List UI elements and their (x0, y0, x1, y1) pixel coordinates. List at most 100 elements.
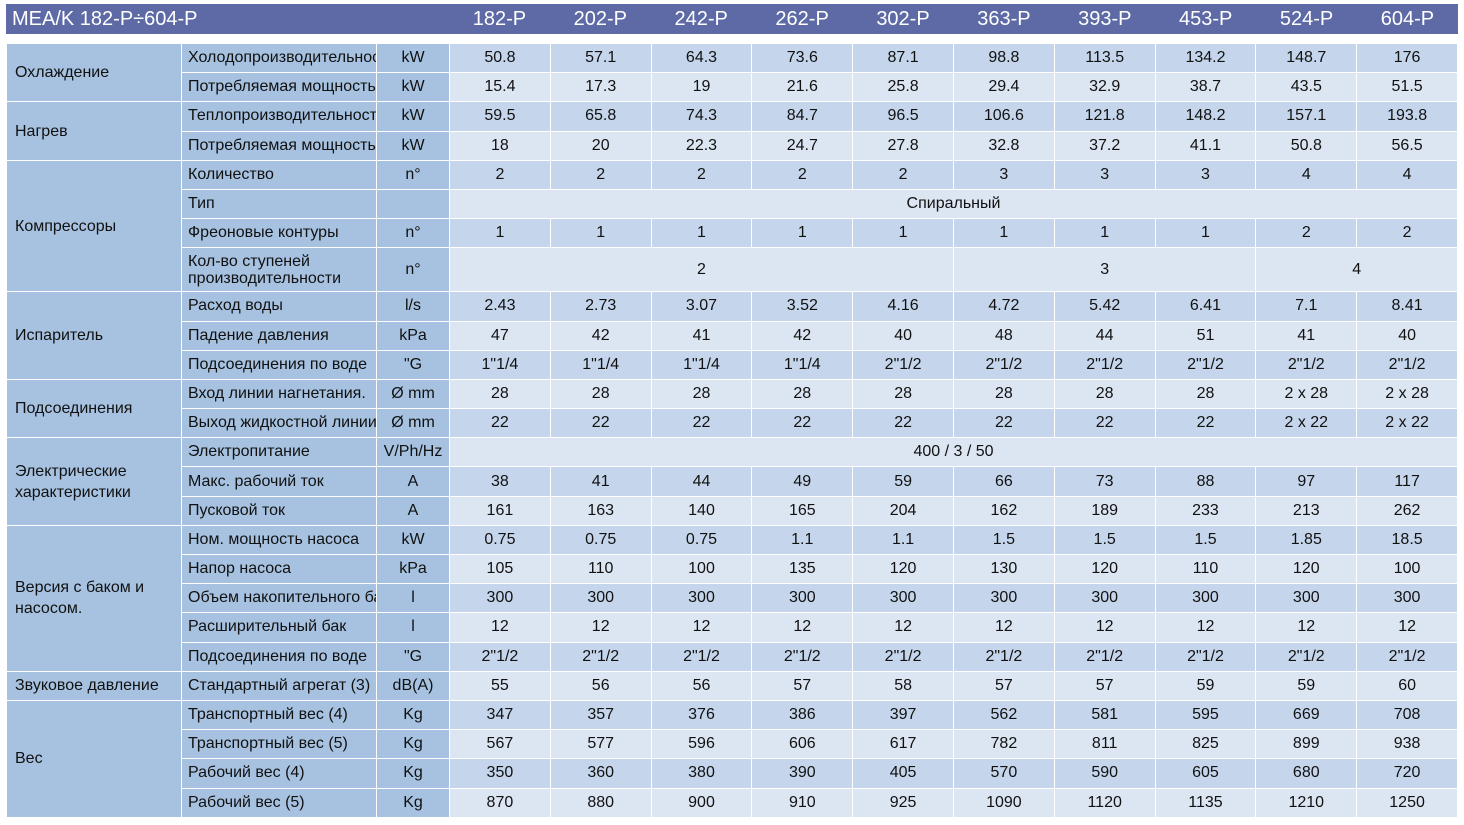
unit-label: kW (376, 130, 450, 161)
page-title: MEA/K 182-P÷604-P (12, 7, 198, 30)
value-cell: 12 (449, 612, 551, 643)
value-cell: 56.5 (1356, 130, 1458, 161)
value-cell: 56 (650, 670, 753, 701)
value-cell: 233 (1154, 495, 1257, 526)
value-cell: 18 (449, 130, 551, 161)
value-cell: 680 (1255, 758, 1358, 789)
value-cell: 41 (1255, 320, 1358, 351)
table-row: Подсоединения по воде "G 1"1/4 1"1/4 1"1/4 1"… (7, 349, 1458, 380)
value-cell: 59.5 (449, 101, 551, 132)
value-cell: 3.52 (751, 291, 854, 322)
value-cell: 21.6 (751, 72, 854, 103)
table-row: Макс. рабочий ток A 38 41 44 49 59 66 73 88 97 117 (7, 466, 1458, 497)
value-cell: 110 (1154, 553, 1257, 585)
value-cell: 12 (1255, 612, 1358, 643)
merged-value-cell: 3 (952, 247, 1257, 293)
value-cell: 376 (650, 699, 753, 731)
value-cell: 669 (1255, 699, 1358, 731)
unit-label: A (376, 495, 450, 526)
value-cell: 43.5 (1255, 72, 1358, 103)
unit-label: "G (376, 641, 450, 672)
unit-label: l/s (376, 291, 450, 322)
value-cell: 32.8 (952, 130, 1055, 161)
value-cell: 40 (1356, 320, 1458, 351)
unit-label: n° (376, 247, 450, 293)
value-cell: 65.8 (549, 101, 652, 132)
value-cell: 1 (650, 218, 753, 249)
value-cell: 2"1/2 (1356, 349, 1458, 380)
value-cell: 0.75 (549, 524, 652, 556)
parameter-label: Стандартный агрегат (3) (181, 670, 377, 701)
table-row: Напор насоса kPa 105 110 100 135 120 130 120 110 1… (7, 553, 1458, 585)
value-cell: 100 (650, 553, 753, 585)
unit-label: kPa (376, 553, 450, 585)
value-cell: 2 (449, 159, 551, 190)
value-cell: 1.5 (1154, 524, 1257, 556)
group-label: Вес (6, 699, 182, 818)
value-cell: 925 (852, 787, 954, 818)
value-cell: 12 (549, 612, 652, 643)
value-cell: 37.2 (1053, 130, 1156, 161)
value-cell: 22 (549, 408, 652, 439)
value-cell: 300 (952, 583, 1055, 614)
value-cell: 2 x 22 (1356, 408, 1458, 439)
parameter-label: Транспортный вес (4) (181, 699, 377, 731)
value-cell: 3 (1053, 159, 1156, 190)
value-cell: 7.1 (1255, 291, 1358, 322)
value-cell: 606 (751, 729, 854, 760)
parameter-label: Теплопроизводительность (2) (181, 101, 377, 132)
value-cell: 48 (952, 320, 1055, 351)
value-cell: 2 (1356, 218, 1458, 249)
value-cell: 570 (952, 758, 1055, 789)
value-cell: 360 (549, 758, 652, 789)
value-cell: 2"1/2 (952, 641, 1055, 672)
value-cell: 581 (1053, 699, 1156, 731)
value-cell: 165 (751, 495, 854, 526)
value-cell: 2.73 (549, 291, 652, 322)
parameter-label: Холодопроизводительность (1) (181, 42, 377, 74)
model-header: 363-P (977, 7, 1031, 30)
value-cell: 28 (449, 378, 551, 410)
parameter-label: Потребляемая мощность (2) (181, 130, 377, 161)
unit-label: kPa (376, 320, 450, 351)
value-cell: 213 (1255, 495, 1358, 526)
table-row: Транспортный вес (5) Kg 567 577 596 606 617 782… (7, 729, 1458, 760)
value-cell: 50.8 (1255, 130, 1358, 161)
value-cell: 41 (650, 320, 753, 351)
value-cell: 2"1/2 (650, 641, 753, 672)
value-cell: 12 (852, 612, 954, 643)
parameter-label: Расширительный бак (181, 612, 377, 643)
parameter-label: Кол-во ступеней производительности (181, 247, 377, 293)
value-cell: 41 (549, 466, 652, 497)
value-cell: 2 x 28 (1255, 378, 1358, 410)
value-cell: 12 (650, 612, 753, 643)
value-cell: 40 (852, 320, 954, 351)
value-cell: 2"1/2 (751, 641, 854, 672)
value-cell: 117 (1356, 466, 1458, 497)
table-row: Кол-во ступеней производительности n° 2 3 4 (7, 247, 1458, 293)
group-label: Электрические характеристики (6, 437, 182, 526)
value-cell: 163 (549, 495, 652, 526)
value-cell: 2"1/2 (1053, 349, 1156, 380)
value-cell: 38.7 (1154, 72, 1257, 103)
parameter-label: Напор насоса (181, 553, 377, 585)
value-cell: 55 (449, 670, 551, 701)
value-cell: 825 (1154, 729, 1257, 760)
table-row: Подсоединения Вход линии нагнетания. Ø mm 2… (6, 378, 1458, 439)
value-cell: 880 (549, 787, 652, 818)
model-header: 604-P (1380, 7, 1435, 30)
value-cell: 51 (1154, 320, 1257, 351)
value-cell: 1.85 (1255, 524, 1358, 556)
table-row: Выход жидкостной линии. Ø mm 22 22 22 22 22 22 2… (7, 408, 1458, 439)
value-cell: 899 (1255, 729, 1358, 760)
value-cell: 562 (952, 699, 1055, 731)
value-cell: 66 (952, 466, 1055, 497)
value-cell: 12 (1053, 612, 1156, 643)
value-cell: 595 (1154, 699, 1257, 731)
value-cell: 1"1/4 (449, 349, 551, 380)
table-row: Потребляемая мощность (2)kW182022.324.72… (7, 130, 1458, 161)
value-cell: 577 (549, 729, 652, 760)
value-cell: 22.3 (650, 130, 753, 161)
value-cell: 74.3 (650, 101, 753, 132)
